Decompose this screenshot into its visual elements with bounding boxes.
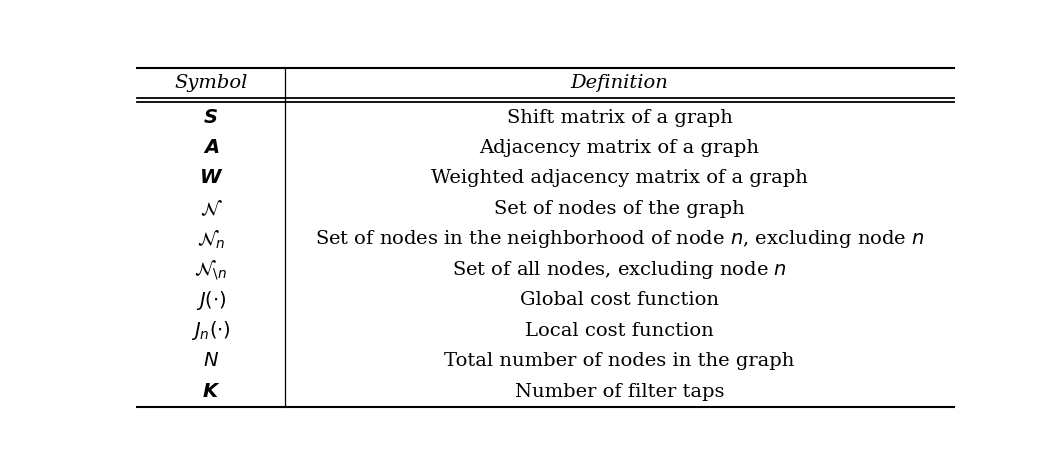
Text: $\mathcal{N}$: $\mathcal{N}$ <box>200 199 222 219</box>
Text: $\boldsymbol{S}$: $\boldsymbol{S}$ <box>204 109 219 127</box>
Text: Adjacency matrix of a graph: Adjacency matrix of a graph <box>480 139 759 157</box>
Text: $N$: $N$ <box>203 352 219 370</box>
Text: Shift matrix of a graph: Shift matrix of a graph <box>507 109 733 127</box>
Text: Set of all nodes, excluding node $n$: Set of all nodes, excluding node $n$ <box>452 259 787 281</box>
Text: Definition: Definition <box>570 74 668 91</box>
Text: Total number of nodes in the graph: Total number of nodes in the graph <box>444 352 794 370</box>
Text: Set of nodes in the neighborhood of node $n$, excluding node $n$: Set of nodes in the neighborhood of node… <box>314 228 924 250</box>
Text: $\boldsymbol{K}$: $\boldsymbol{K}$ <box>202 383 220 401</box>
Text: Symbol: Symbol <box>174 74 247 91</box>
Text: $\boldsymbol{W}$: $\boldsymbol{W}$ <box>199 170 223 187</box>
Text: Local cost function: Local cost function <box>526 322 714 340</box>
Text: $\boldsymbol{A}$: $\boldsymbol{A}$ <box>203 139 220 157</box>
Text: Weighted adjacency matrix of a graph: Weighted adjacency matrix of a graph <box>431 170 808 187</box>
Text: $\mathcal{N}_n$: $\mathcal{N}_n$ <box>196 228 225 251</box>
Text: Global cost function: Global cost function <box>520 291 719 309</box>
Text: $\mathcal{N}_{\backslash n}$: $\mathcal{N}_{\backslash n}$ <box>194 258 227 282</box>
Text: $J(\cdot)$: $J(\cdot)$ <box>195 289 226 312</box>
Text: $J_n(\cdot)$: $J_n(\cdot)$ <box>191 319 230 342</box>
Text: Number of filter taps: Number of filter taps <box>515 383 724 401</box>
Text: Set of nodes of the graph: Set of nodes of the graph <box>494 200 744 218</box>
